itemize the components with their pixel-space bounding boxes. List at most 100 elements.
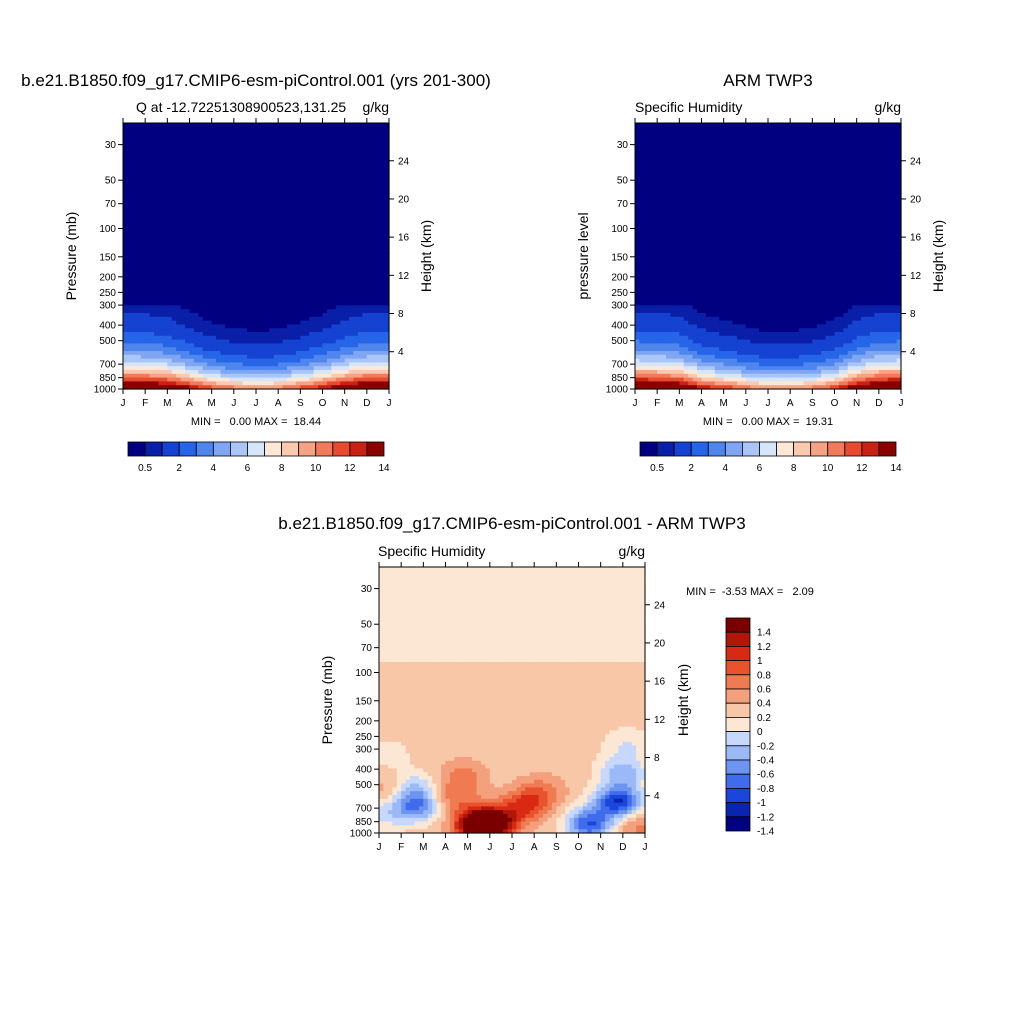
- model-cell: [171, 301, 177, 306]
- model-cell: [295, 316, 301, 322]
- model-cell: [154, 202, 160, 208]
- model-cell: [384, 153, 390, 158]
- model-cell: [300, 301, 306, 306]
- model-cell: [229, 354, 235, 360]
- model-cell: [269, 316, 275, 322]
- model-cell: [233, 221, 239, 227]
- model-cell: [180, 294, 186, 299]
- model-cell: [185, 358, 191, 363]
- model-cell: [322, 164, 328, 170]
- obs-cell: [661, 252, 667, 257]
- model-cell: [189, 259, 195, 265]
- model-cell: [304, 221, 310, 227]
- model-cell: [211, 275, 217, 280]
- model-cell: [362, 168, 368, 173]
- model-cell: [247, 161, 253, 166]
- model-cell: [242, 343, 248, 348]
- model-cell: [224, 172, 230, 177]
- model-cell: [229, 328, 235, 333]
- model-cell: [340, 354, 346, 360]
- model-cell: [335, 332, 341, 337]
- model-cell: [198, 176, 204, 181]
- obs-cell: [657, 225, 663, 230]
- model-cell: [123, 354, 129, 360]
- model-cell: [300, 339, 306, 344]
- model-cell: [167, 233, 173, 238]
- model-cell: [123, 332, 129, 337]
- model-cell: [331, 252, 337, 257]
- model-cell: [145, 366, 151, 371]
- model-cell: [140, 142, 146, 147]
- model-cell: [371, 256, 377, 261]
- model-cell: [371, 195, 377, 200]
- model-cell: [362, 324, 368, 329]
- model-cell: [304, 286, 310, 291]
- model-cell: [216, 294, 222, 299]
- obs-cell: [657, 180, 663, 185]
- model-cell: [171, 263, 177, 268]
- model-cell: [247, 225, 253, 230]
- model-colorbar-swatch: [264, 441, 282, 457]
- model-cell: [340, 244, 346, 249]
- model-cell: [131, 385, 137, 390]
- model-cell: [189, 286, 195, 291]
- model-cell: [322, 275, 328, 280]
- model-cell: [140, 206, 146, 211]
- model-cell: [149, 206, 155, 211]
- model-cell: [162, 328, 168, 333]
- model-cell: [238, 362, 244, 367]
- model-cell: [145, 358, 151, 363]
- obs-cell: [666, 259, 672, 265]
- model-cell: [171, 339, 177, 344]
- model-cell: [380, 130, 386, 135]
- model-cell: [260, 354, 266, 360]
- model-cell: [362, 225, 368, 230]
- model-cell: [180, 187, 186, 192]
- model-cell: [131, 187, 137, 192]
- obs-cell: [666, 305, 672, 310]
- model-cell: [362, 161, 368, 166]
- model-cell: [380, 332, 386, 337]
- model-cell: [309, 218, 315, 223]
- model-cell: [136, 202, 142, 208]
- model-cell: [185, 233, 191, 238]
- model-cell: [211, 180, 217, 185]
- model-cell: [220, 339, 226, 344]
- model-cell: [362, 240, 368, 246]
- model-cell: [304, 153, 310, 158]
- obs-cell: [666, 377, 672, 382]
- model-cell: [344, 316, 350, 322]
- model-cell: [202, 316, 208, 322]
- model-cell: [180, 172, 186, 177]
- model-cell: [295, 214, 301, 219]
- model-cell: [344, 335, 350, 341]
- model-cell: [224, 335, 230, 341]
- model-cell: [380, 244, 386, 249]
- model-cell: [176, 267, 182, 272]
- model-cell: [251, 240, 257, 246]
- obs-cell: [648, 176, 654, 181]
- model-cell: [127, 130, 133, 135]
- obs-cell: [661, 183, 667, 189]
- model-cell: [140, 351, 146, 356]
- model-cell: [136, 256, 142, 261]
- model-cell: [349, 286, 355, 291]
- model-cell: [313, 385, 319, 390]
- model-cell: [335, 126, 341, 132]
- model-cell: [273, 187, 279, 192]
- model-cell: [171, 320, 177, 325]
- model-cell: [375, 134, 381, 139]
- obs-cell: [670, 195, 676, 200]
- model-cell: [269, 126, 275, 132]
- model-cell: [278, 309, 284, 314]
- model-cell: [371, 206, 377, 211]
- model-cell: [189, 343, 195, 348]
- model-cell: [278, 244, 284, 249]
- model-cell: [247, 134, 253, 139]
- model-cell: [331, 343, 337, 348]
- obs-cell: [674, 168, 680, 173]
- model-cell: [375, 335, 381, 341]
- model-cell: [238, 180, 244, 185]
- model-cell: [384, 332, 390, 337]
- obs-cell: [657, 370, 663, 375]
